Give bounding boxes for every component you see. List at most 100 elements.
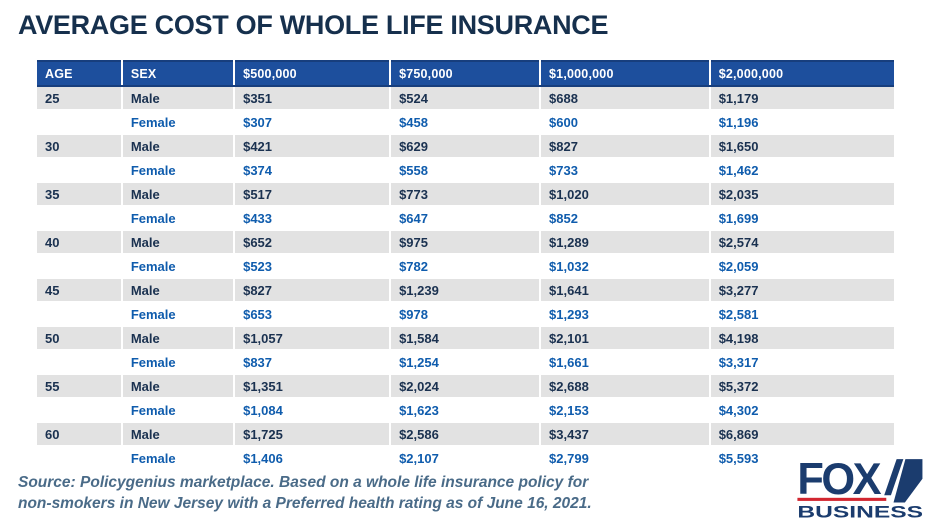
value-500k-cell: $1,406 <box>234 446 392 471</box>
age-cell <box>37 110 123 135</box>
age-cell <box>37 302 123 327</box>
table-row: 45 Male $827 $1,239 $1,641 $3,277 <box>37 278 894 303</box>
value-750k-cell: $1,584 <box>390 326 542 351</box>
value-750k-cell: $2,586 <box>390 422 542 447</box>
age-cell: 60 <box>37 422 123 447</box>
column-header-500k: $500,000 <box>234 60 392 87</box>
value-2m-cell: $4,198 <box>709 326 894 351</box>
source-note: Source: Policygenius marketplace. Based … <box>18 472 592 515</box>
sex-cell: Female <box>121 446 236 471</box>
age-cell: 25 <box>37 86 123 111</box>
sex-cell: Male <box>121 230 236 255</box>
age-cell: 50 <box>37 326 123 351</box>
value-1m-cell: $600 <box>540 110 711 135</box>
page-title: AVERAGE COST OF WHOLE LIFE INSURANCE <box>18 10 609 40</box>
sex-cell: Female <box>121 206 236 231</box>
logo-red-bar <box>797 497 887 501</box>
source-line-1: Source: Policygenius marketplace. Based … <box>18 474 589 491</box>
fox-business-logo: FOX BUSINESS <box>797 457 927 519</box>
value-750k-cell: $647 <box>390 206 542 231</box>
age-cell <box>37 398 123 423</box>
value-2m-cell: $2,574 <box>709 230 894 255</box>
table-row: 40 Male $652 $975 $1,289 $2,574 <box>37 230 894 255</box>
value-2m-cell: $5,372 <box>709 374 894 399</box>
column-header-1m: $1,000,000 <box>540 60 711 87</box>
value-750k-cell: $1,239 <box>390 278 542 303</box>
sex-cell: Female <box>121 158 236 183</box>
value-1m-cell: $2,688 <box>540 374 711 399</box>
value-1m-cell: $1,020 <box>540 182 711 207</box>
sex-cell: Male <box>121 326 236 351</box>
age-cell: 45 <box>37 278 123 303</box>
value-1m-cell: $1,641 <box>540 278 711 303</box>
value-500k-cell: $374 <box>234 158 392 183</box>
value-1m-cell: $827 <box>540 134 711 159</box>
value-750k-cell: $524 <box>390 86 542 111</box>
value-750k-cell: $975 <box>390 230 542 255</box>
table-row: 60 Male $1,725 $2,586 $3,437 $6,869 <box>37 422 894 447</box>
value-500k-cell: $523 <box>234 254 392 279</box>
value-2m-cell: $1,699 <box>709 206 894 231</box>
value-750k-cell: $629 <box>390 134 542 159</box>
sex-cell: Female <box>121 398 236 423</box>
searchlight-beam-icon <box>893 459 923 503</box>
value-750k-cell: $558 <box>390 158 542 183</box>
sex-cell: Male <box>121 278 236 303</box>
value-1m-cell: $2,153 <box>540 398 711 423</box>
table-row: Female $523 $782 $1,032 $2,059 <box>37 254 894 279</box>
value-500k-cell: $1,725 <box>234 422 392 447</box>
value-1m-cell: $1,293 <box>540 302 711 327</box>
value-500k-cell: $1,351 <box>234 374 392 399</box>
value-750k-cell: $2,024 <box>390 374 542 399</box>
value-2m-cell: $1,196 <box>709 110 894 135</box>
age-cell: 35 <box>37 182 123 207</box>
table-row: Female $433 $647 $852 $1,699 <box>37 206 894 231</box>
value-750k-cell: $458 <box>390 110 542 135</box>
age-cell: 55 <box>37 374 123 399</box>
searchlight-beam-icon <box>884 459 904 496</box>
logo-business-text: BUSINESS <box>797 502 923 519</box>
table-row: 55 Male $1,351 $2,024 $2,688 $5,372 <box>37 374 894 399</box>
value-2m-cell: $2,035 <box>709 182 894 207</box>
sex-cell: Female <box>121 302 236 327</box>
value-2m-cell: $1,650 <box>709 134 894 159</box>
value-750k-cell: $1,254 <box>390 350 542 375</box>
table-row: Female $374 $558 $733 $1,462 <box>37 158 894 183</box>
value-500k-cell: $827 <box>234 278 392 303</box>
table-row: Female $653 $978 $1,293 $2,581 <box>37 302 894 327</box>
age-cell <box>37 254 123 279</box>
value-2m-cell: $5,593 <box>709 446 894 471</box>
column-header-2m: $2,000,000 <box>709 60 894 87</box>
value-1m-cell: $3,437 <box>540 422 711 447</box>
sex-cell: Female <box>121 254 236 279</box>
table-row: Female $1,084 $1,623 $2,153 $4,302 <box>37 398 894 423</box>
value-1m-cell: $1,289 <box>540 230 711 255</box>
value-2m-cell: $3,277 <box>709 278 894 303</box>
sex-cell: Female <box>121 350 236 375</box>
value-500k-cell: $307 <box>234 110 392 135</box>
value-500k-cell: $433 <box>234 206 392 231</box>
sex-cell: Male <box>121 86 236 111</box>
age-cell <box>37 206 123 231</box>
table-row: 25 Male $351 $524 $688 $1,179 <box>37 86 894 111</box>
logo-fox-text: FOX <box>797 457 882 504</box>
sex-cell: Male <box>121 374 236 399</box>
value-750k-cell: $1,623 <box>390 398 542 423</box>
column-header-750k: $750,000 <box>390 60 542 87</box>
value-750k-cell: $773 <box>390 182 542 207</box>
value-500k-cell: $351 <box>234 86 392 111</box>
value-1m-cell: $1,032 <box>540 254 711 279</box>
value-500k-cell: $1,084 <box>234 398 392 423</box>
value-500k-cell: $517 <box>234 182 392 207</box>
value-1m-cell: $733 <box>540 158 711 183</box>
age-cell <box>37 446 123 471</box>
value-750k-cell: $782 <box>390 254 542 279</box>
column-header-age: AGE <box>37 60 123 87</box>
value-1m-cell: $2,799 <box>540 446 711 471</box>
value-1m-cell: $2,101 <box>540 326 711 351</box>
sex-cell: Male <box>121 182 236 207</box>
table-row: Female $837 $1,254 $1,661 $3,317 <box>37 350 894 375</box>
value-2m-cell: $2,059 <box>709 254 894 279</box>
sex-cell: Male <box>121 422 236 447</box>
